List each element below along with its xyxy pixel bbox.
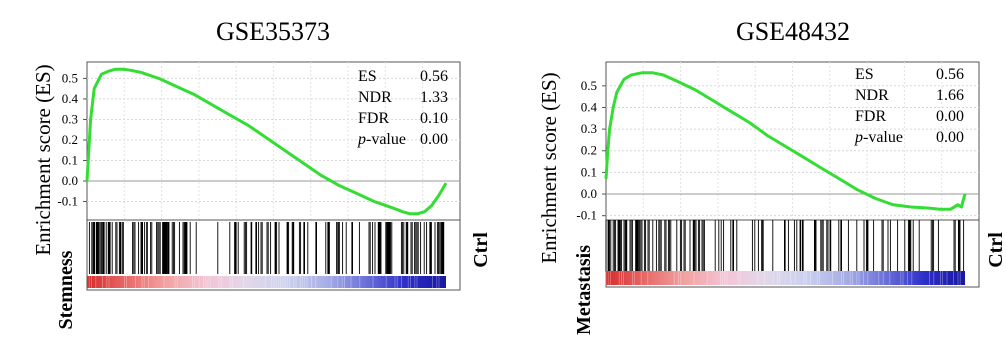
y-tick-label: 0.4 <box>581 99 598 114</box>
hit-barcode <box>88 222 445 274</box>
y-tick-label: 0.2 <box>581 143 597 158</box>
enrichment-curve <box>604 71 967 211</box>
y-tick-label: 0.3 <box>581 121 597 136</box>
enrichment-curve <box>85 67 448 216</box>
y-tick-label: 0.5 <box>62 70 78 85</box>
stat-label: FDR <box>855 108 886 125</box>
hit-barcode <box>605 220 965 272</box>
y-tick-label: 0.0 <box>581 186 597 201</box>
y-tick-label: 0.4 <box>62 91 79 106</box>
y-tick-label: 0.2 <box>62 132 78 147</box>
stat-value: 0.56 <box>420 68 448 85</box>
ranking-bar <box>87 276 446 288</box>
stat-value: 1.66 <box>936 87 964 104</box>
stat-label-rest: -value <box>863 129 903 146</box>
y-tick-label: 0.1 <box>581 164 597 179</box>
stat-label: ES <box>855 66 874 83</box>
y-tick-label: 0.3 <box>62 111 78 126</box>
chart-title: GSE48432 <box>736 17 850 46</box>
stat-value: 0.10 <box>420 110 448 127</box>
y-tick-label: 0.0 <box>62 173 78 188</box>
y-tick-label: 0.1 <box>62 152 78 167</box>
right-group-label: Ctrl <box>985 232 1006 268</box>
y-tick-label: 0.5 <box>581 78 597 93</box>
stat-label-rest: -value <box>366 131 406 148</box>
left-group-label: Metastasis <box>573 245 595 335</box>
y-axis-label: Enrichment score (ES) <box>31 64 55 255</box>
stat-label: NDR <box>855 87 889 104</box>
stat-value: 0.00 <box>936 108 964 125</box>
stat-label: p-value <box>357 131 406 148</box>
stat-value: 0.56 <box>936 66 964 83</box>
ranking-bar <box>606 271 965 285</box>
stat-label: FDR <box>358 110 389 127</box>
stat-value: 1.33 <box>420 89 448 106</box>
right-group-label: Ctrl <box>470 232 492 268</box>
stat-label: ES <box>358 68 377 85</box>
gsea-panel-1: GSE35373 Enrichment score (ES) 0.5 0.4 0.3 0.… <box>31 17 492 329</box>
y-tick-label: -0.1 <box>57 194 78 209</box>
stat-label: NDR <box>358 89 392 106</box>
stat-label-italic: p <box>854 129 863 146</box>
stat-label-italic: p <box>357 131 366 148</box>
y-tick-label: -0.1 <box>576 208 597 223</box>
stat-label: p-value <box>854 129 903 146</box>
stat-value: 0.00 <box>420 131 448 148</box>
left-group-label: Stemness <box>55 250 77 329</box>
gsea-panel-2: GSE48432 Enrichment score (ES) 0.5 0.4 0.3 0.… <box>537 17 1006 335</box>
stat-value: 0.00 <box>936 129 964 146</box>
y-axis-label: Enrichment score (ES) <box>537 72 561 263</box>
chart-title: GSE35373 <box>216 17 330 46</box>
